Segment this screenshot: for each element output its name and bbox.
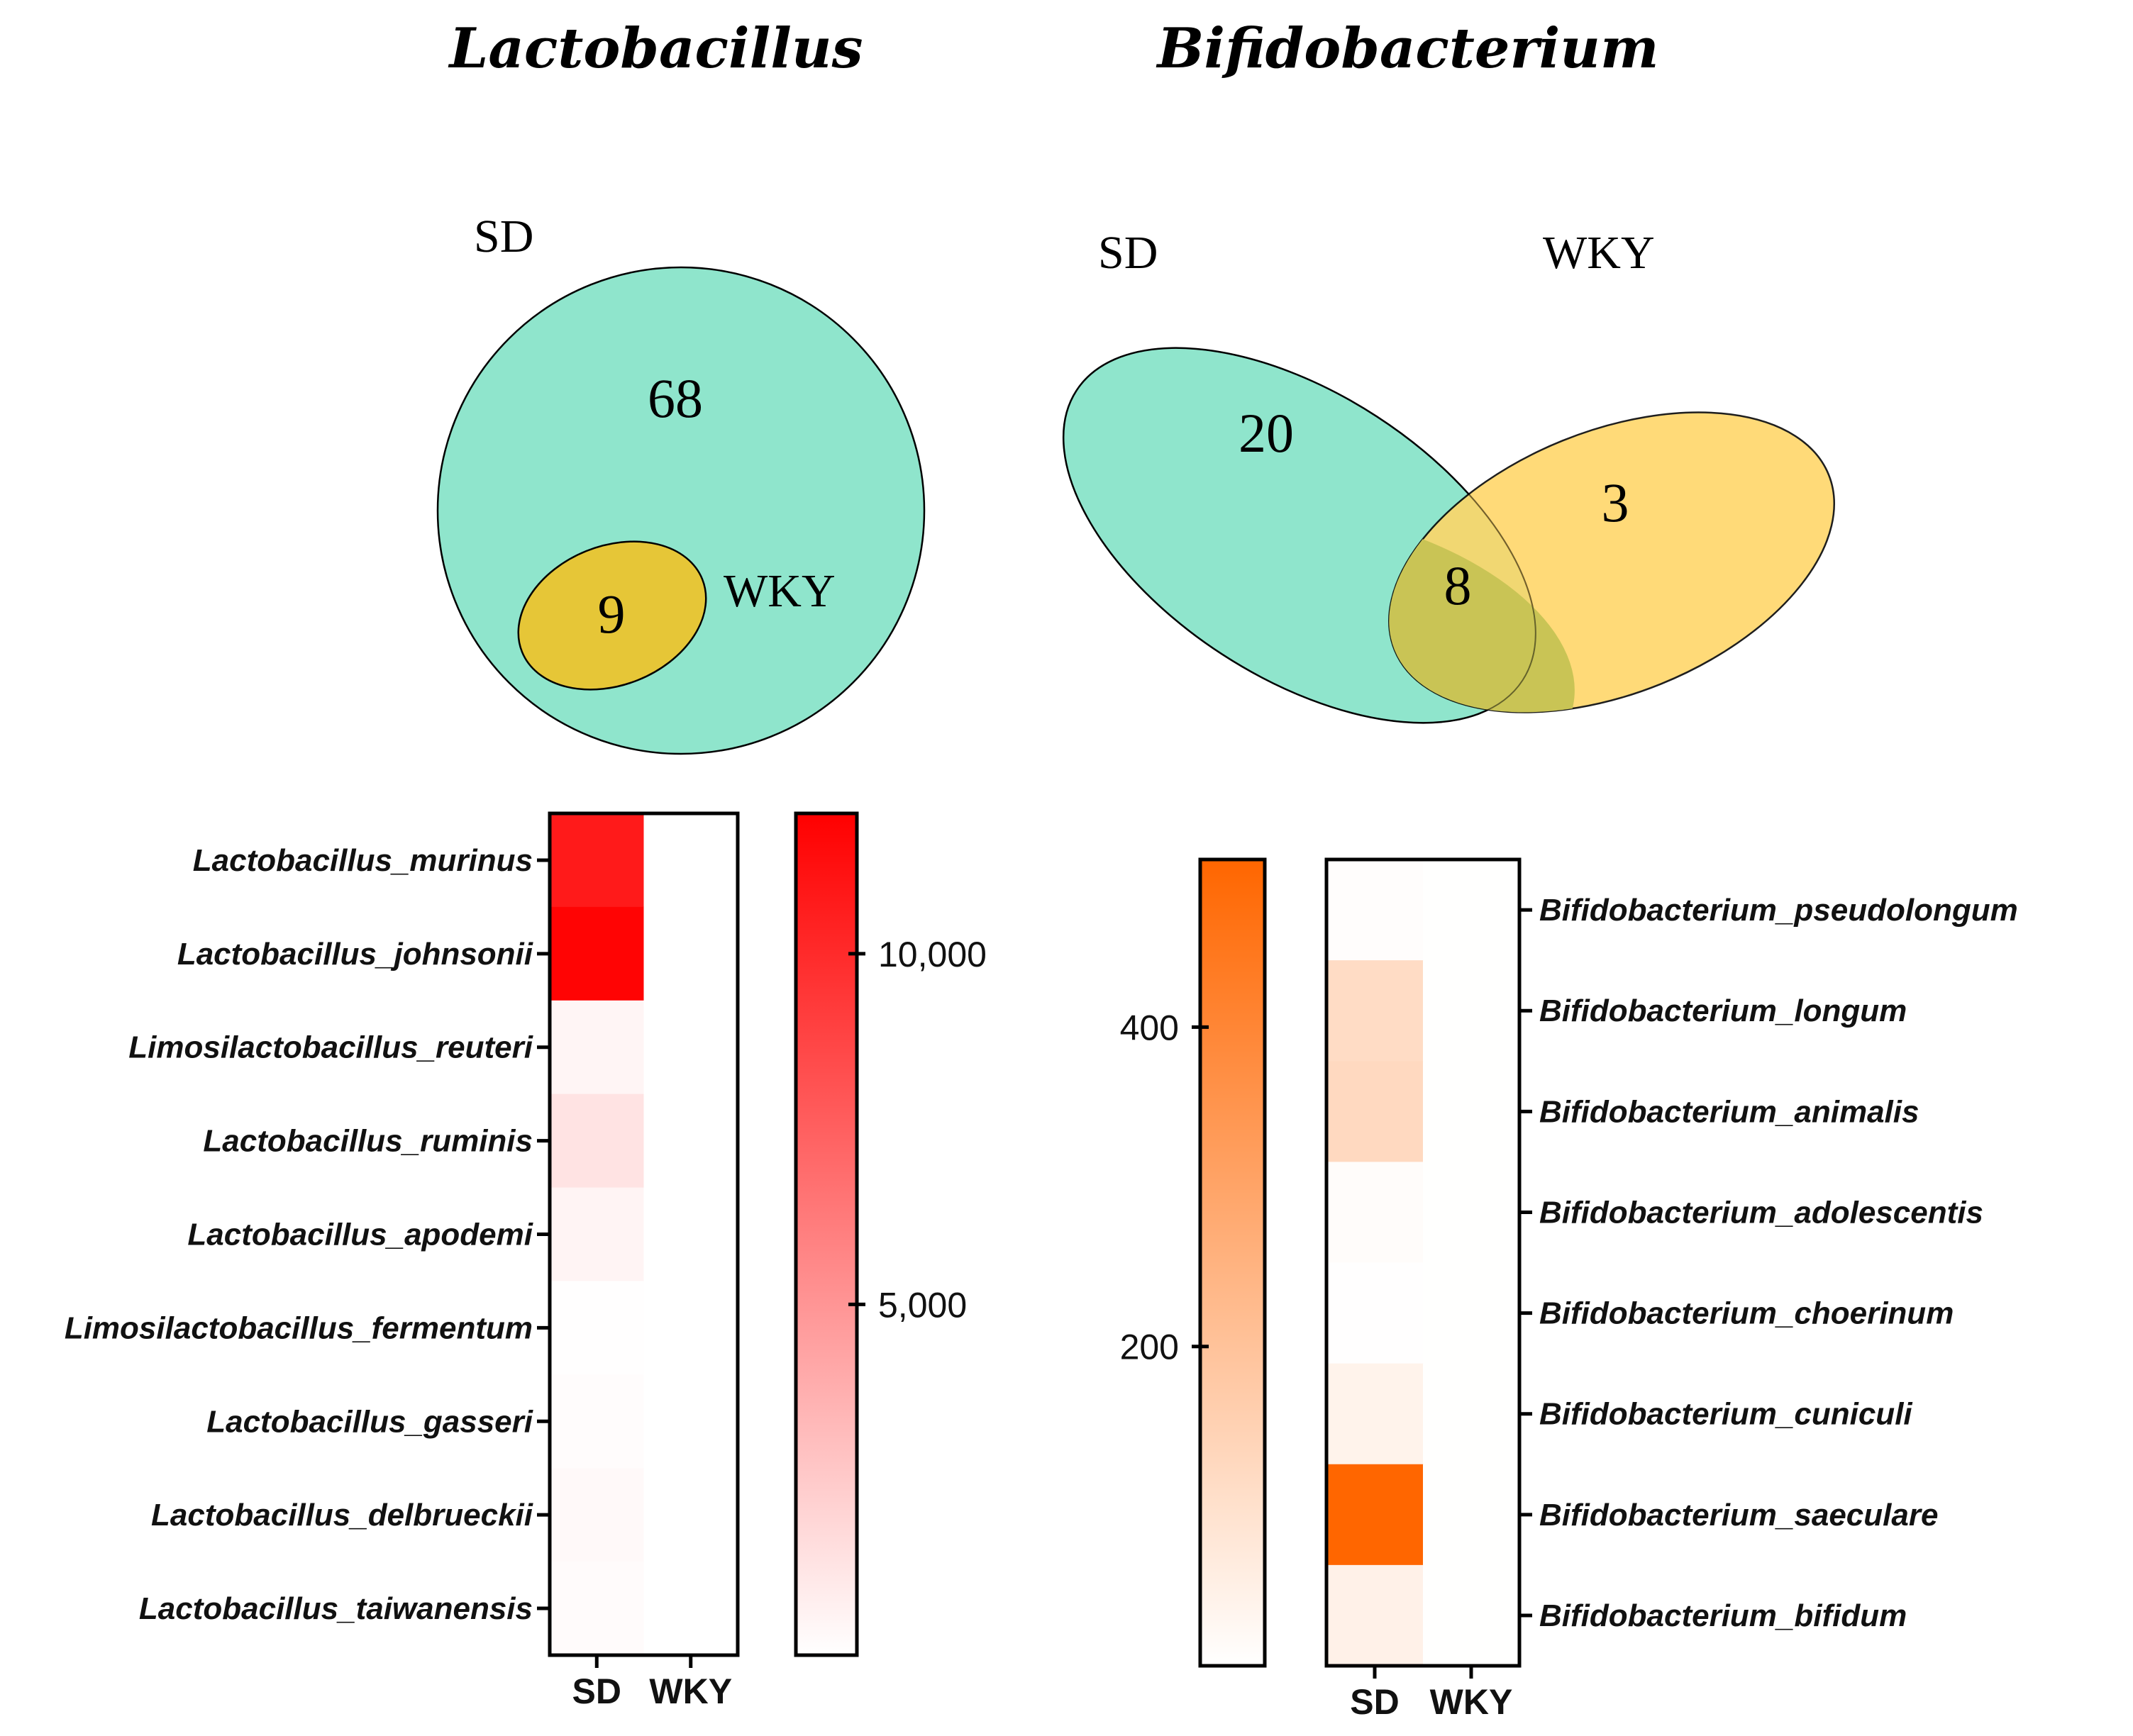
heatmap-cell (643, 1187, 738, 1281)
heatmap-cell (550, 1187, 644, 1281)
row-label: Bifidobacterium_longum (1539, 994, 1907, 1028)
venn1-sd-circle (436, 266, 926, 755)
heatmap-lactobacillus: Lactobacillus_murinus Lactobacillus_johns… (65, 811, 740, 1711)
colorbar-gradient (1200, 859, 1265, 1666)
heatmap-cell (1423, 1162, 1520, 1263)
venn1-wky-label: WKY (724, 565, 836, 617)
heatmap-cell (1326, 1262, 1424, 1364)
heatmap-cell (1423, 1262, 1520, 1364)
heatmap-cell (550, 1000, 644, 1095)
venn2-sd-outline (1063, 347, 1536, 724)
row-label: Bifidobacterium_adolescentis (1539, 1195, 1983, 1230)
heatmap-cell (643, 1000, 738, 1095)
heatmap-cell (643, 1562, 738, 1656)
colorbar-gradient (796, 813, 857, 1655)
title-lactobacillus: Lactobacillus (448, 16, 863, 81)
row-label: Lactobacillus_delbrueckii (151, 1498, 533, 1532)
venn1-overlap-count: 9 (598, 583, 626, 645)
colorbar-tick-label: 200 (1120, 1328, 1179, 1367)
colorbar-tick-label: 400 (1120, 1008, 1179, 1047)
row-label: Bifidobacterium_cuniculi (1539, 1397, 1912, 1432)
colorbar-tick-label: 10,000 (878, 935, 987, 974)
heatmap-cell (1326, 1061, 1424, 1162)
row-label: Bifidobacterium_choerinum (1539, 1296, 1954, 1331)
heatmap-cell (643, 1468, 738, 1562)
venn2-overlap-count: 8 (1444, 555, 1472, 616)
heatmap-cell (1326, 960, 1424, 1062)
heatmap-cell (1326, 1464, 1424, 1566)
heatmap-cell (1423, 1564, 1520, 1667)
heatmap-frame (1324, 857, 1522, 1668)
row-label: Lactobacillus_murinus (193, 843, 533, 878)
row-label: Bifidobacterium_bifidum (1539, 1598, 1907, 1633)
heatmap-cell (1423, 1061, 1520, 1162)
row-label: Lactobacillus_apodemi (187, 1218, 533, 1252)
heatmap-cell (1326, 1162, 1424, 1263)
heatmap-bifidobacterium: Bifidobacterium_pseudolongum Bifidobacter… (1324, 857, 2018, 1722)
heatmap-cell (550, 1468, 644, 1562)
heatmap-cell (550, 1562, 644, 1656)
heatmap-cell (1326, 859, 1424, 961)
venn2-sd-label: SD (1098, 227, 1158, 279)
colorbar-frame (794, 811, 859, 1657)
heatmap-cell (1326, 1564, 1424, 1667)
heatmap-cell (643, 906, 738, 1001)
heatmap-cell (1326, 1363, 1424, 1465)
colorbar-frame (1198, 857, 1267, 1668)
heatmap-cell (550, 906, 644, 1001)
colorbar-tick-label: 5,000 (878, 1285, 967, 1325)
heatmap-cell (643, 1281, 738, 1375)
venn1-sd-only-count: 68 (648, 367, 703, 429)
col-label: WKY (649, 1671, 732, 1711)
row-label: Bifidobacterium_animalis (1539, 1094, 1919, 1129)
heatmap-cell (1423, 1464, 1520, 1566)
title-bifidobacterium: Bifidobacterium (1156, 16, 1658, 81)
heatmap-cell (643, 1094, 738, 1189)
col-label: SD (1350, 1682, 1399, 1722)
row-label: Lactobacillus_ruminis (203, 1124, 533, 1159)
row-label: Lactobacillus_taiwanensis (139, 1591, 533, 1626)
heatmap-cell (643, 1374, 738, 1469)
heatmap-cell (1423, 960, 1520, 1062)
colorbar-bifidobacterium: 200 400 (1120, 857, 1267, 1668)
heatmap-cell (550, 813, 644, 908)
row-label: Limosilactobacillus_fermentum (65, 1311, 533, 1345)
col-label: SD (572, 1671, 621, 1711)
venn2-wky-only-count: 3 (1602, 472, 1629, 533)
heatmap-cell (550, 1094, 644, 1189)
heatmap-cell (643, 813, 738, 908)
row-label: Bifidobacterium_pseudolongum (1539, 893, 2018, 928)
heatmap-cell (550, 1374, 644, 1469)
venn-bifidobacterium: SD WKY 20 8 3 (1062, 227, 1835, 724)
row-label: Bifidobacterium_saeculare (1539, 1498, 1938, 1532)
heatmap-cell (1423, 1363, 1520, 1465)
row-label: Lactobacillus_gasseri (206, 1404, 533, 1439)
venn-lactobacillus: SD WKY 68 9 (436, 211, 926, 755)
heatmap-cell (550, 1281, 644, 1375)
row-label: Lactobacillus_johnsonii (177, 937, 533, 972)
venn2-sd-only-count: 20 (1239, 402, 1294, 464)
row-label: Limosilactobacillus_reuteri (128, 1030, 533, 1065)
heatmap-cell (1423, 859, 1520, 961)
venn2-wky-label: WKY (1543, 227, 1655, 279)
venn1-sd-label: SD (474, 211, 533, 262)
colorbar-lactobacillus: 5,000 10,000 (794, 811, 987, 1657)
col-label: WKY (1430, 1682, 1513, 1722)
venn1-wky-ellipse (517, 540, 707, 691)
